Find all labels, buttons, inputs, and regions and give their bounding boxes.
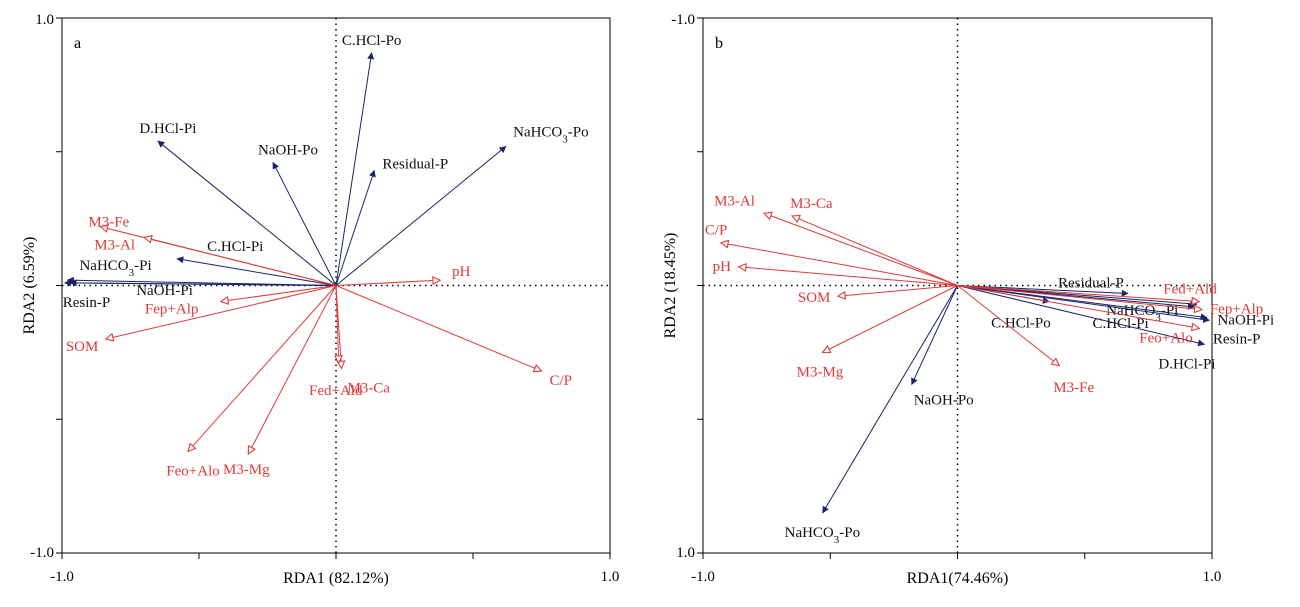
panel-b-phosphorus-d-hcl-pi-label: D.HCl-Pi xyxy=(1158,356,1215,372)
panel-a-phosphorus-c-hcl-po-label: C.HCl-Po xyxy=(342,33,402,49)
panel-b-phosphorus-resin-p-arrow xyxy=(957,285,1208,321)
panel-a-y-axis-label: RDA2 (6.59%) xyxy=(21,237,38,335)
panel-a-soil-c-p-label: C/P xyxy=(550,373,573,389)
panel-a-soil-m3-fe-label: M3-Fe xyxy=(88,215,129,231)
panel-b-phosphorus-residual-p-label: Residual-P xyxy=(1058,276,1124,292)
panel-a-soil-m3-mg-label: M3-Mg xyxy=(223,462,270,478)
panel-a-x-tick-label: -1.0 xyxy=(50,569,74,585)
panel-b-soil-feo-alo-label: Feo+Alo xyxy=(1139,330,1192,346)
panel-a-phosphorus-d-hcl-pi-label: D.HCl-Pi xyxy=(139,121,196,137)
panel-a-soil-feo-alo-arrow xyxy=(187,285,337,453)
panel-a-soil-som-arrow xyxy=(104,285,337,342)
panel-a-soil-m3-mg-arrow xyxy=(247,285,337,456)
panel-a-soil-ph-label: pH xyxy=(452,264,471,280)
panel-a-soil-ph-arrow xyxy=(335,276,442,286)
panel-a-phosphorus-nahco3-pi-label: NaHCO3-Pi xyxy=(79,258,151,279)
panel-a-phosphorus-c-hcl-pi-arrow xyxy=(176,256,337,286)
panel-a-soil-som-label: SOM xyxy=(66,339,99,355)
panel-b-y-tick-label: -1.0 xyxy=(671,12,695,28)
panel-b-phosphorus-resin-p-label: Resin-P xyxy=(1213,332,1261,348)
panel-b-phosphorus-nahco3-po-arrow xyxy=(822,285,958,514)
panel-a-soil-m3-al-label: M3-Al xyxy=(94,237,135,253)
panel-a-soil-c-p-arrow xyxy=(335,285,543,373)
panel-a-phosphorus-naoh-po-label: NaOH-Po xyxy=(258,142,318,158)
panel-b-soil-m3-al-arrow xyxy=(762,211,958,286)
panel-b-soil-feo-alo-arrow xyxy=(957,285,1201,332)
panel-a-soil-fed-ald-label: Fed+Ald xyxy=(309,383,363,399)
panel-a-soil-m3-al-arrow xyxy=(143,234,337,286)
panel-b-soil-m3-fe-arrow xyxy=(957,285,1061,367)
panel-a-label: a xyxy=(74,35,81,52)
panel-b-soil-fed-ald-label: Fed+Ald xyxy=(1163,282,1217,298)
panel-b-phosphorus-d-hcl-pi-arrow xyxy=(957,285,1206,347)
panel-a-phosphorus-naoh-po-arrow xyxy=(272,161,337,286)
panel-b-x-tick-label: 1.0 xyxy=(1203,569,1222,585)
panel-b-soil-som-arrow xyxy=(836,285,958,300)
panel-b-y-tick-label: 1.0 xyxy=(676,545,695,561)
panel-a-x-tick-label: 1.0 xyxy=(601,569,620,585)
panel-a-phosphorus-residual-p-label: Residual-P xyxy=(382,156,448,172)
panel-b-soil-m3-ca-arrow xyxy=(790,214,958,286)
panel-a-phosphorus-residual-p-arrow xyxy=(335,169,376,286)
panel-a-y-tick-label: -1.0 xyxy=(30,545,54,561)
panel-a-soil-fep-alp-arrow xyxy=(219,285,337,305)
panel-b-soil-fep-alp-arrow xyxy=(957,285,1204,314)
panel-b-y-axis-label: RDA2 (18.45%) xyxy=(662,233,679,339)
panel-a-phosphorus-c-hcl-pi-label: C.HCl-Pi xyxy=(207,239,263,255)
panel-b-x-axis-label: RDA1(74.46%) xyxy=(907,570,1009,587)
panel-a-soil-m3-ca-label: M3-Ca xyxy=(347,380,390,396)
panel-a-soil-fep-alp-label: Fep+Alp xyxy=(145,302,198,318)
panel-b-soil-ph-label: pH xyxy=(713,259,732,275)
panel-b-soil-fep-alp-label: Fep+Alp xyxy=(1210,302,1263,318)
panel-b-soil-m3-mg-label: M3-Mg xyxy=(797,364,844,380)
panel-b-phosphorus-nahco3-po-label: NaHCO3-Po xyxy=(785,525,861,546)
panel-b-phosphorus-naoh-pi-label: NaOH-Pi xyxy=(1217,312,1274,328)
panel-a-phosphorus-c-hcl-po-arrow xyxy=(335,52,375,286)
panel-a-phosphorus-d-hcl-pi-arrow xyxy=(157,140,337,286)
panel-a-phosphorus-resin-p-label: Resin-P xyxy=(63,295,111,311)
panel-b-x-tick-label: -1.0 xyxy=(691,569,715,585)
panel-b-soil-m3-fe-label: M3-Fe xyxy=(1053,380,1094,396)
panel-a-phosphorus-nahco3-po-label: NaHCO3-Po xyxy=(513,124,589,145)
panel-b-soil-m3-ca-label: M3-Ca xyxy=(790,196,833,212)
panel-a-phosphorus-naoh-pi-label: NaOH-Pi xyxy=(136,283,193,299)
panel-b-soil-ph-arrow xyxy=(737,262,958,286)
panel-b-soil-m3-al-label: M3-Al xyxy=(714,193,755,209)
panel-a-soil-fed-ald-arrow xyxy=(333,285,343,365)
panel-b-label: b xyxy=(715,35,723,52)
panel-a-y-tick-label: 1.0 xyxy=(35,12,54,28)
panel-a-phosphorus-resin-p-arrow xyxy=(64,279,337,287)
panel-b-phosphorus-naoh-po-label: NaOH-Po xyxy=(914,392,974,408)
panel-a-soil-feo-alo-label: Feo+Alo xyxy=(166,463,219,479)
panel-b-phosphorus-c-hcl-po-label: C.HCl-Po xyxy=(991,316,1051,332)
panel-b-soil-fed-ald-arrow xyxy=(957,285,1201,306)
panel-a-x-axis-label: RDA1 (82.12%) xyxy=(283,570,389,587)
panel-b-soil-som-label: SOM xyxy=(798,290,831,306)
panel-b-soil-m3-mg-arrow xyxy=(821,285,958,353)
panel-b-soil-c-p-label: C/P xyxy=(705,223,728,239)
panel-b-phosphorus-residual-p-arrow xyxy=(957,285,1129,297)
panel-b-phosphorus-naoh-po-arrow xyxy=(911,285,958,386)
panel-a-phosphorus-nahco3-po-arrow xyxy=(335,145,507,286)
panel-b-soil-c-p-arrow xyxy=(719,239,958,286)
